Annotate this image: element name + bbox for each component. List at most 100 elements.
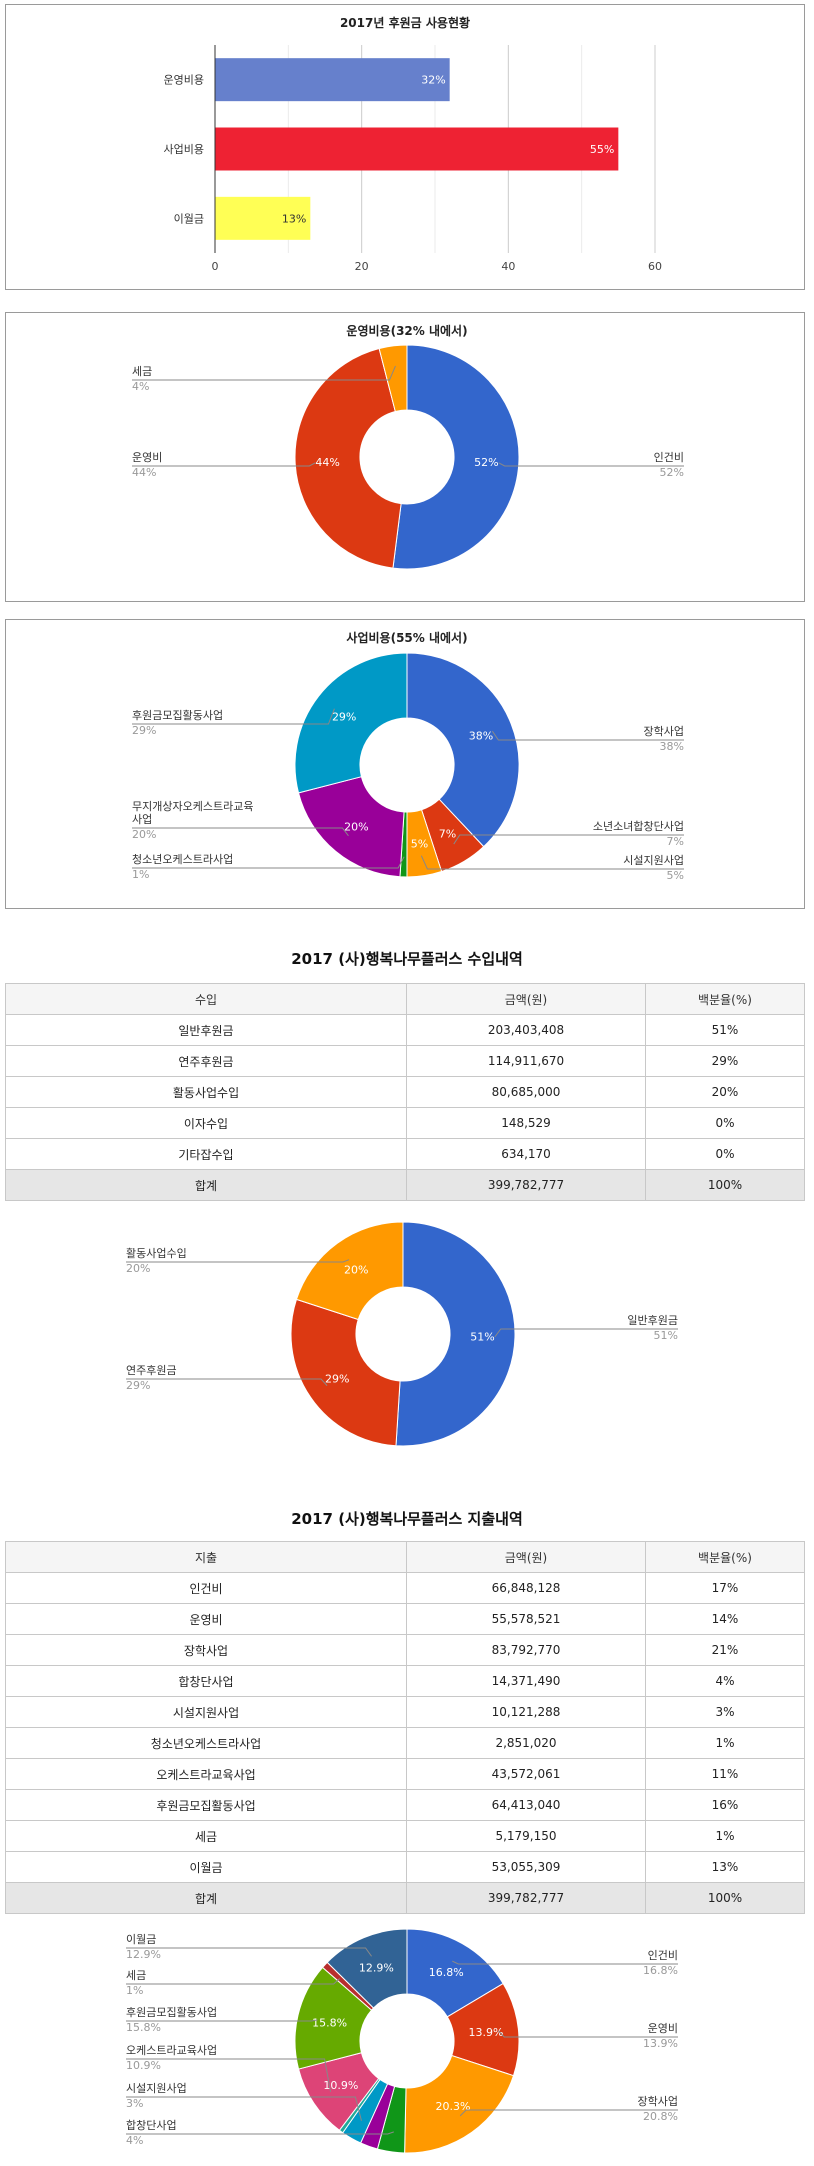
slice-label: 29% [325, 1373, 349, 1386]
donut-slice [326, 1928, 408, 2009]
legend-leader-line [126, 2058, 332, 2093]
legend-leader-line [497, 2030, 678, 2038]
legend-label: 무지개상자오케스트라교육 [132, 800, 253, 813]
legend-label: 시설지원사업 [126, 2082, 187, 2095]
donut-slice [406, 1928, 504, 2018]
bar [215, 58, 450, 102]
legend-label: 이월금 [126, 1933, 156, 1946]
legend-value: 4% [132, 380, 149, 393]
legend-label: 활동사업수입 [126, 1246, 187, 1260]
row-amount: 43,572,061 [406, 1758, 646, 1790]
legend-value: 51% [654, 1329, 678, 1342]
legend-leader-line [453, 834, 684, 845]
table-row: 오케스트라교육사업 43,572,061 11% [5, 1758, 805, 1790]
chart-title: 운영비용(32% 내에서) [346, 323, 467, 338]
legend-label: 인건비 [654, 451, 684, 464]
category-label: 운영비용 [164, 74, 204, 87]
legend-value: 52% [660, 466, 684, 479]
usage-chart-panel: 2017년 후원금 사용현황 0 20 40 60 운영비용 32% 사업비용 55% 이월금 13… [5, 4, 805, 290]
table-row: 일반후원금 203,403,408 51% [5, 1014, 805, 1046]
legend-leader-line [132, 365, 396, 381]
donut-slice [290, 1298, 401, 1447]
legend-label: 합창단사업 [126, 2119, 177, 2132]
donut-slice [295, 1221, 404, 1321]
total-label: 합계 [5, 1882, 407, 1914]
legend-value: 38% [660, 740, 684, 753]
legend-leader-line [126, 1259, 350, 1263]
legend-leader-line [126, 1978, 340, 1985]
donut-slice [294, 652, 408, 794]
legend-leader-line [420, 855, 684, 870]
slice-label: 13.9% [469, 2026, 504, 2039]
legend-label: 청소년오케스트라사업 [132, 853, 233, 866]
expense-donut-chart: 16.8% 13.9% 20.3% 10.9% 15.8% 12.9% 인건비 16.8% 운영… [126, 1928, 678, 2154]
legend-value: 12.9% [126, 1948, 161, 1961]
table-row: 후원금모집활동사업 64,413,040 16% [5, 1789, 805, 1821]
legend-label: 소년소녀합창단사업 [593, 820, 684, 833]
total-amount: 399,782,777 [406, 1169, 646, 1201]
legend-leader-line [132, 856, 405, 869]
slice-label: 16.8% [429, 1966, 464, 1979]
row-category: 활동사업수입 [5, 1076, 407, 1108]
legend-label: 연주후원금 [126, 1364, 177, 1377]
legend-leader-line [132, 462, 316, 467]
slice-label: 52% [474, 456, 498, 469]
legend-leader-line [126, 2096, 362, 2121]
row-percent: 29% [645, 1045, 805, 1077]
legend-value: 20% [132, 828, 156, 841]
table-row: 청소년오케스트라사업 2,851,020 1% [5, 1727, 805, 1759]
legend-leader-line [126, 1947, 372, 1957]
table-row: 합창단사업 14,371,490 4% [5, 1665, 805, 1697]
header-percent: 백분율(%) [645, 983, 805, 1015]
row-category: 청소년오케스트라사업 [5, 1727, 407, 1759]
legend-leader-line [126, 2131, 394, 2135]
row-category: 이자수입 [5, 1107, 407, 1139]
row-amount: 10,121,288 [406, 1696, 646, 1728]
data-label: 55% [590, 143, 614, 156]
slice-label: 7% [439, 827, 456, 840]
table-row: 연주후원금 114,911,670 29% [5, 1045, 805, 1077]
row-category: 합창단사업 [5, 1665, 407, 1697]
legend-leader-line [459, 2109, 678, 2117]
slice-label: 10.9% [323, 2079, 358, 2092]
table-row: 이월금 53,055,309 13% [5, 1851, 805, 1883]
legend-label: 후원금모집활동사업 [132, 708, 223, 722]
table-total-row: 합계 399,782,777 100% [5, 1169, 805, 1201]
legend-label: 오케스트라교육사업 [126, 2044, 217, 2057]
row-category: 시설지원사업 [5, 1696, 407, 1728]
row-percent: 51% [645, 1014, 805, 1046]
chart-title: 2017년 후원금 사용현황 [340, 15, 470, 30]
expense-table: 지출 금액(원) 백분율(%) 인건비 66,848,128 17% 운영비 55,57… [5, 1541, 805, 1914]
row-percent: 16% [645, 1789, 805, 1821]
legend-label: 장학사업 [644, 725, 684, 738]
table-row: 기타잡수입 634,170 0% [5, 1138, 805, 1170]
income-table-title: 2017 (사)행복나무플러스 수입내역 [291, 950, 523, 968]
slice-label: 15.8% [312, 2017, 347, 2030]
donut-slice [392, 344, 520, 570]
donut-slice [378, 344, 408, 413]
row-amount: 83,792,770 [406, 1634, 646, 1666]
row-category: 연주후원금 [5, 1045, 407, 1077]
slice-label: 5% [411, 838, 428, 851]
income-donut-chart: 51% 29% 20% 일반후원금 51% 연주후원금 29% 활동사업수입 20% [126, 1221, 678, 1447]
row-amount: 80,685,000 [406, 1076, 646, 1108]
table-row: 세금 5,179,150 1% [5, 1820, 805, 1852]
table-total-row: 합계 399,782,777 100% [5, 1882, 805, 1914]
row-amount: 55,578,521 [406, 1603, 646, 1635]
slice-label: 20% [344, 1264, 368, 1277]
header-category: 수입 [5, 983, 407, 1015]
row-percent: 14% [645, 1603, 805, 1635]
donut-slice [297, 776, 405, 878]
row-category: 후원금모집활동사업 [5, 1789, 407, 1821]
slice-label: 20.3% [436, 2100, 471, 2113]
row-category: 오케스트라교육사업 [5, 1758, 407, 1790]
operating-donut-chart: 운영비용(32% 내에서) 52% 44% 인건비 52% 운영비 44% 세금 4% [132, 323, 684, 570]
donut-slice [294, 1966, 373, 2070]
table-row: 인건비 66,848,128 17% [5, 1572, 805, 1604]
x-tick-label: 20 [355, 260, 369, 273]
legend-value: 20.8% [643, 2110, 678, 2123]
row-percent: 1% [645, 1727, 805, 1759]
row-category: 이월금 [5, 1851, 407, 1883]
header-percent: 백분율(%) [645, 1541, 805, 1573]
legend-label: 운영비 [648, 2022, 678, 2035]
